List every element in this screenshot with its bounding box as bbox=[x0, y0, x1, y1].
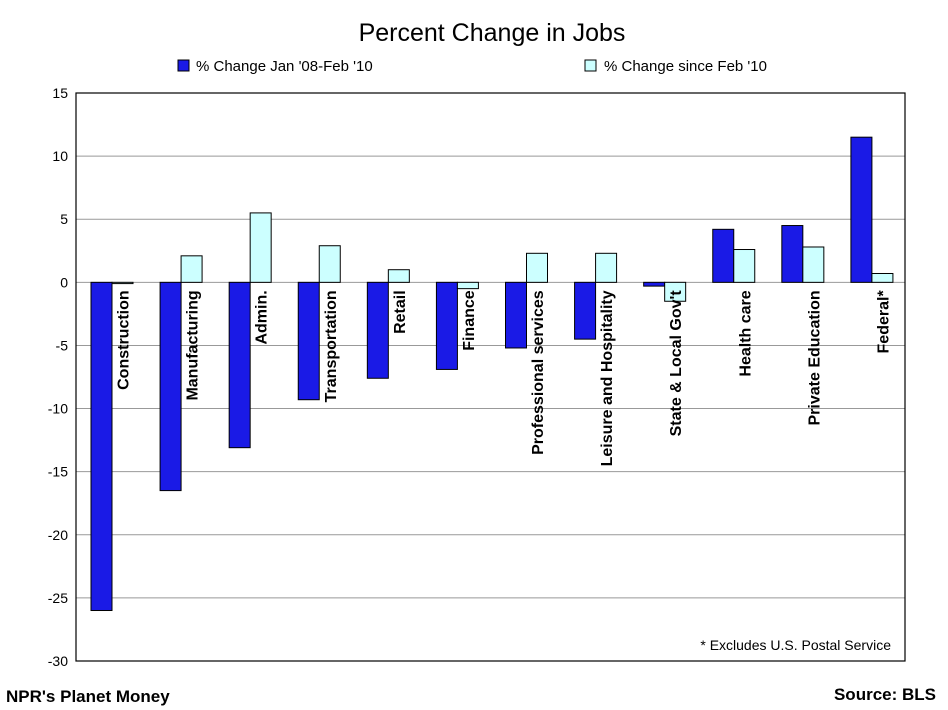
y-tick-label: 0 bbox=[60, 274, 68, 290]
plot-area-border bbox=[75, 92, 906, 662]
bar-series-2 bbox=[387, 269, 410, 283]
bar-series-2 bbox=[111, 281, 134, 285]
category-label: Retail bbox=[392, 290, 409, 334]
legend: % Change Jan '08-Feb '10 % Change since … bbox=[177, 58, 767, 75]
legend-label-series-2: % Change since Feb '10 bbox=[604, 58, 767, 75]
bar-series-2 bbox=[664, 281, 687, 302]
y-axis-ticks: 15 10 5 0 -5 -10 -15 -20 -25 -30 bbox=[48, 85, 68, 669]
annotation-note: * Excludes U.S. Postal Service bbox=[700, 637, 891, 653]
y-tick-label: 15 bbox=[52, 85, 68, 101]
category-label: Finance bbox=[461, 290, 478, 351]
category-label: Manufacturing bbox=[185, 290, 202, 400]
legend-swatch-series-2 bbox=[584, 59, 597, 72]
legend-swatch-series-1 bbox=[177, 59, 190, 72]
bar-series-2 bbox=[249, 212, 272, 283]
y-tick-label: -20 bbox=[48, 527, 68, 543]
category-label: Health care bbox=[737, 290, 754, 376]
category-label: Leisure and Hospitality bbox=[599, 290, 616, 466]
bar-series-1 bbox=[435, 281, 458, 370]
bars bbox=[90, 136, 894, 612]
y-tick-label: -10 bbox=[48, 401, 68, 417]
y-tick-label: 10 bbox=[52, 148, 68, 164]
category-labels: Construction Manufacturing Admin. Transport… bbox=[116, 290, 893, 467]
bar-series-2 bbox=[180, 255, 203, 283]
bar-series-1 bbox=[159, 281, 182, 492]
bar-series-1 bbox=[90, 281, 113, 612]
legend-label-series-1: % Change Jan '08-Feb '10 bbox=[196, 58, 373, 75]
bar-series-2 bbox=[871, 272, 894, 283]
bar-series-1 bbox=[366, 281, 389, 379]
bar-series-2 bbox=[733, 249, 756, 283]
y-tick-label: -15 bbox=[48, 464, 68, 480]
bar-series-1 bbox=[643, 281, 666, 287]
category-label: Admin. bbox=[254, 290, 271, 344]
chart-title: Percent Change in Jobs bbox=[359, 19, 626, 47]
bar-series-1 bbox=[228, 281, 251, 449]
bar-series-2 bbox=[456, 281, 479, 290]
y-tick-label: -5 bbox=[56, 337, 69, 353]
bar-series-2 bbox=[595, 252, 618, 283]
category-label: State & Local Gov't bbox=[668, 290, 685, 437]
footer-credit: NPR's Planet Money bbox=[6, 687, 170, 706]
bar-series-2 bbox=[802, 246, 825, 283]
bar-series-1 bbox=[574, 281, 597, 340]
bar-series-2 bbox=[526, 252, 548, 283]
footer-source: Source: BLS bbox=[834, 685, 936, 704]
bar-series-1 bbox=[781, 225, 804, 283]
y-tick-label: 5 bbox=[60, 211, 68, 227]
bar-series-1 bbox=[712, 228, 735, 283]
y-tick-label: -25 bbox=[48, 590, 68, 606]
category-label: Professional services bbox=[530, 290, 547, 455]
bar-series-1 bbox=[505, 281, 527, 349]
bar-series-2 bbox=[318, 245, 341, 283]
bar-series-1 bbox=[850, 136, 873, 283]
category-label: Private Education bbox=[806, 290, 823, 425]
bar-series-1 bbox=[297, 281, 320, 401]
category-label: Construction bbox=[116, 290, 133, 390]
category-label: Federal* bbox=[875, 290, 892, 354]
y-tick-label: -30 bbox=[48, 653, 68, 669]
category-label: Transportation bbox=[323, 290, 340, 402]
